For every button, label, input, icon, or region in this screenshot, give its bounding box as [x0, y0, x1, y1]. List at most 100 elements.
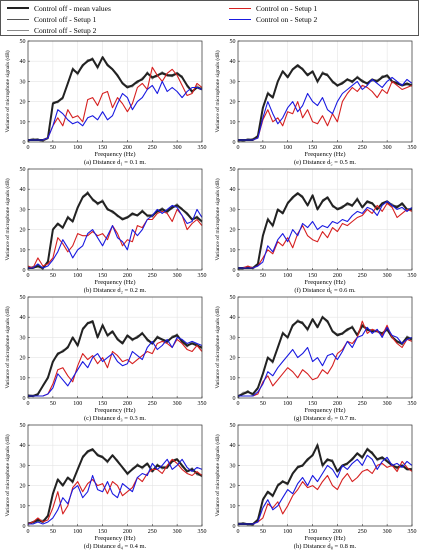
- y-tick-label: 10: [20, 248, 26, 254]
- legend-swatch: [229, 7, 251, 9]
- y-tick-label: 40: [20, 187, 26, 193]
- x-tick-label: 150: [308, 529, 317, 535]
- series-line-on-setup1: [238, 320, 413, 397]
- series-line-on-setup1: [28, 338, 203, 397]
- x-tick-label: 250: [148, 401, 157, 407]
- x-tick-label: 100: [73, 529, 82, 535]
- y-tick-label: 10: [20, 504, 26, 510]
- y-tick-label: 0: [233, 268, 236, 274]
- subplot-caption: (c) Distance d₃ = 0.3 m.: [84, 415, 146, 422]
- plot-frame: [237, 424, 413, 527]
- x-tick-label: 150: [308, 145, 317, 151]
- y-tick-label: 50: [20, 167, 26, 173]
- series-line-off-setup1: [27, 450, 203, 524]
- y-tick-label: 50: [20, 295, 26, 301]
- x-tick-label: 100: [283, 145, 292, 151]
- x-tick-label: 50: [50, 529, 56, 535]
- x-tick-label: 150: [308, 273, 317, 279]
- y-tick-label: 40: [230, 59, 236, 65]
- legend-label: Control off - Setup 1: [34, 14, 97, 24]
- x-tick-label: 250: [148, 273, 157, 279]
- x-tick-label: 300: [383, 529, 392, 535]
- y-tick-label: 20: [230, 356, 236, 362]
- subplot-caption: (d) Distance d₄ = 0.4 m.: [84, 543, 147, 550]
- y-tick-label: 0: [23, 268, 26, 274]
- x-tick-label: 100: [283, 401, 292, 407]
- x-tick-label: 50: [260, 145, 266, 151]
- x-tick-label: 350: [408, 529, 417, 535]
- x-tick-label: 0: [27, 529, 30, 535]
- plot-frame: [27, 424, 203, 527]
- y-tick-label: 20: [20, 100, 26, 106]
- x-tick-label: 350: [408, 145, 417, 151]
- y-tick-label: 0: [233, 396, 236, 402]
- x-tick-label: 200: [123, 145, 132, 151]
- series-line-off-mean: [238, 444, 412, 525]
- series-line-on-setup2: [238, 76, 413, 141]
- x-tick-label: 200: [333, 273, 342, 279]
- x-tick-label: 50: [260, 273, 266, 279]
- y-tick-label: 30: [230, 79, 236, 85]
- subplot-caption: (h) Distance d₈ = 0.8 m.: [294, 543, 357, 550]
- x-axis-label: Frequency (Hz): [95, 535, 136, 542]
- plot-frame: [237, 40, 413, 143]
- subplot-caption: (a) Distance d₁ = 0.1 m.: [84, 159, 146, 166]
- plot-frame: [27, 40, 203, 143]
- x-tick-label: 0: [237, 529, 240, 535]
- x-axis-label: Frequency (Hz): [305, 279, 346, 286]
- x-tick-label: 250: [358, 401, 367, 407]
- subplot-g: 0 50 100 150 200 250 300 350 0 10 20 30 40 50 Frequenc…: [214, 295, 417, 422]
- x-tick-label: 100: [73, 273, 82, 279]
- y-tick-label: 40: [20, 443, 26, 449]
- x-tick-label: 350: [198, 401, 207, 407]
- y-axis-label: Variance of microphone signals (dB): [214, 50, 221, 132]
- x-tick-label: 200: [123, 529, 132, 535]
- x-tick-label: 350: [198, 145, 207, 151]
- subplot-c: 0 50 100 150 200 250 300 350 0 10 20 30 40 50 Frequenc…: [4, 295, 207, 422]
- x-tick-label: 50: [50, 145, 56, 151]
- x-tick-label: 100: [73, 145, 82, 151]
- x-tick-label: 300: [383, 145, 392, 151]
- plot-frame: [27, 296, 203, 399]
- legend-item-off-mean: Control off - mean values: [7, 3, 111, 13]
- series-line-off-mean: [28, 56, 203, 141]
- plot-frame: [237, 168, 413, 271]
- y-tick-label: 10: [230, 376, 236, 382]
- x-tick-label: 350: [408, 401, 417, 407]
- series-line-on-setup1: [27, 208, 203, 269]
- series-line-off-mean: [238, 64, 413, 141]
- y-tick-label: 40: [230, 315, 236, 321]
- x-tick-label: 50: [260, 401, 266, 407]
- subplot-caption: (f) Distance d₆ = 0.6 m.: [294, 287, 356, 294]
- legend-item-on-s1: Control on - Setup 1: [229, 3, 317, 13]
- x-tick-label: 250: [358, 529, 367, 535]
- x-tick-label: 0: [27, 145, 30, 151]
- legend-label: Control off - Setup 2: [34, 25, 97, 35]
- y-tick-label: 0: [23, 524, 26, 530]
- x-tick-label: 200: [333, 529, 342, 535]
- x-tick-label: 300: [383, 401, 392, 407]
- legend-label: Control on - Setup 2: [256, 14, 318, 24]
- y-tick-label: 10: [20, 120, 26, 126]
- legend-swatch: [7, 18, 29, 20]
- y-tick-label: 50: [20, 423, 26, 429]
- x-tick-label: 150: [98, 401, 107, 407]
- y-axis-label: Variance of microphone signals (dB): [214, 306, 221, 388]
- y-tick-label: 30: [230, 207, 236, 213]
- legend-swatch: [229, 18, 251, 20]
- series-line-off-mean: [28, 192, 203, 269]
- y-tick-label: 30: [230, 335, 236, 341]
- y-tick-label: 50: [230, 39, 236, 45]
- x-tick-label: 300: [173, 145, 182, 151]
- y-axis-label: Variance of microphone signals (dB): [214, 178, 221, 260]
- x-tick-label: 50: [260, 529, 266, 535]
- y-axis-label: Variance of microphone signals (dB): [214, 434, 221, 516]
- series-line-off-mean: [238, 192, 412, 269]
- subplot-a: 0 50 100 150 200 250 300 350 0 10 20 30 40 50 Frequenc…: [4, 39, 207, 166]
- x-tick-label: 50: [50, 401, 56, 407]
- y-tick-label: 30: [20, 79, 26, 85]
- y-axis-label: Variance of microphone signals (dB): [4, 50, 11, 132]
- x-tick-label: 200: [333, 145, 342, 151]
- x-axis-label: Frequency (Hz): [95, 151, 136, 158]
